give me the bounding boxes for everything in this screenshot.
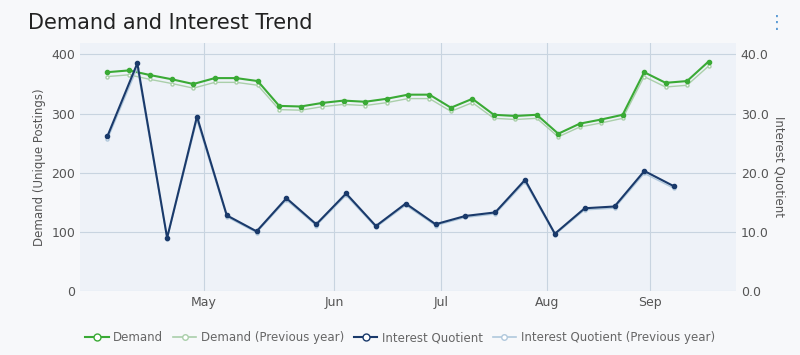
Y-axis label: Demand (Unique Postings): Demand (Unique Postings) <box>33 88 46 246</box>
Y-axis label: Interest Quotient: Interest Quotient <box>773 116 786 217</box>
Text: Demand and Interest Trend: Demand and Interest Trend <box>27 13 312 33</box>
Text: ⋮: ⋮ <box>768 14 786 32</box>
Legend: Demand, Demand (Previous year), Interest Quotient, Interest Quotient (Previous y: Demand, Demand (Previous year), Interest… <box>80 327 720 349</box>
